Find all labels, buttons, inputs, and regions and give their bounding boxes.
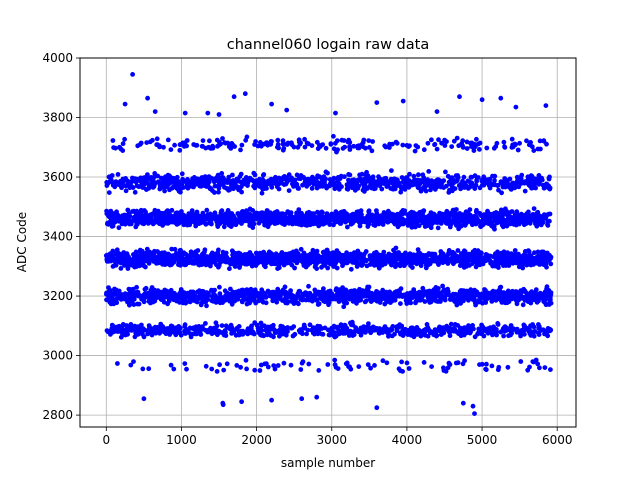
tick-marks: 0 1000 2000 3000 4000 5000 6000 2800 3000 3200 340… xyxy=(42,51,572,447)
x-tick-label: 5000 xyxy=(467,433,498,447)
x-tick-label: 4000 xyxy=(392,433,423,447)
x-tick-label: 3000 xyxy=(316,433,347,447)
y-axis-label: ADC Code xyxy=(15,212,29,272)
y-tick-label: 3000 xyxy=(42,349,73,363)
data-points xyxy=(103,71,554,416)
x-tick-label: 1000 xyxy=(166,433,197,447)
y-tick-label: 4000 xyxy=(42,51,73,65)
x-tick-label: 6000 xyxy=(542,433,573,447)
y-tick-label: 3400 xyxy=(42,230,73,244)
y-tick-label: 2800 xyxy=(42,408,73,422)
x-tick-label: 0 xyxy=(102,433,110,447)
y-tick-label: 3600 xyxy=(42,170,73,184)
y-tick-label: 3800 xyxy=(42,111,73,125)
x-tick-label: 2000 xyxy=(241,433,272,447)
y-tick-label: 3200 xyxy=(42,289,73,303)
x-axis-label: sample number xyxy=(281,456,375,470)
axes-frame xyxy=(79,57,577,428)
chart-title: channel060 logain raw data xyxy=(227,37,429,53)
sample-points xyxy=(103,71,554,416)
